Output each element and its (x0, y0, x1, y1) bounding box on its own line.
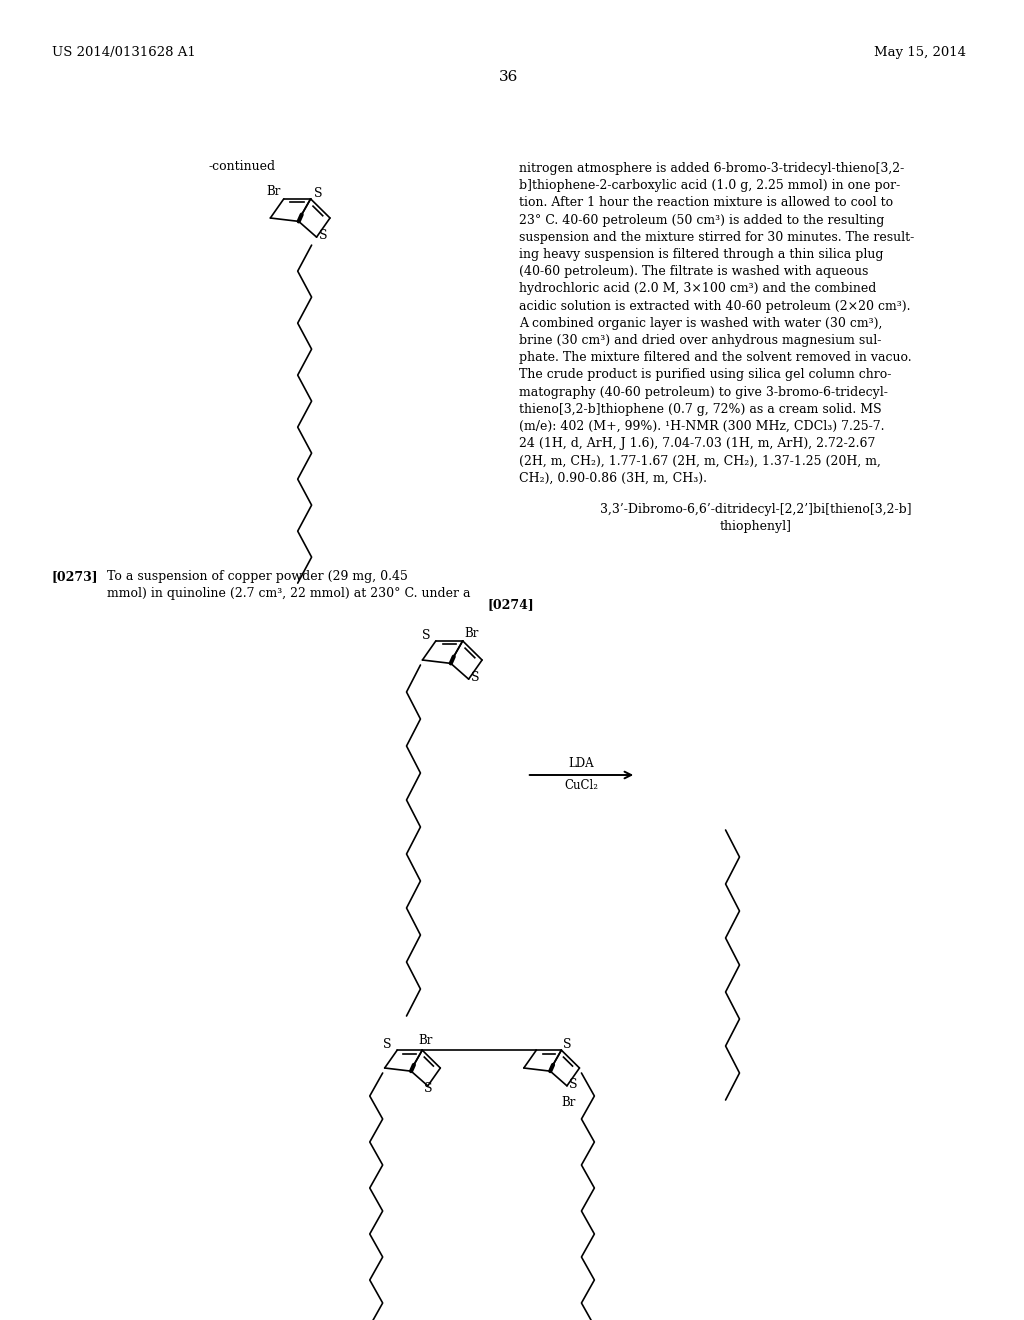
Text: acidic solution is extracted with 40-60 petroleum (2×20 cm³).: acidic solution is extracted with 40-60 … (519, 300, 910, 313)
Text: thiophenyl]: thiophenyl] (720, 520, 792, 533)
Text: Br: Br (266, 185, 281, 198)
Text: Br: Br (465, 627, 479, 640)
Text: Br: Br (418, 1034, 432, 1047)
Text: To a suspension of copper powder (29 mg, 0.45: To a suspension of copper powder (29 mg,… (108, 570, 409, 583)
Text: hydrochloric acid (2.0 M, 3×100 cm³) and the combined: hydrochloric acid (2.0 M, 3×100 cm³) and… (519, 282, 877, 296)
Text: brine (30 cm³) and dried over anhydrous magnesium sul-: brine (30 cm³) and dried over anhydrous … (519, 334, 882, 347)
Text: [0274]: [0274] (487, 598, 534, 611)
Text: 24 (1H, d, ArH, J 1.6), 7.04-7.03 (1H, m, ArH), 2.72-2.67: 24 (1H, d, ArH, J 1.6), 7.04-7.03 (1H, m… (519, 437, 876, 450)
Text: mmol) in quinoline (2.7 cm³, 22 mmol) at 230° C. under a: mmol) in quinoline (2.7 cm³, 22 mmol) at… (108, 587, 471, 601)
Text: 3,3’-Dibromo-6,6’-ditridecyl-[2,2’]bi[thieno[3,2-b]: 3,3’-Dibromo-6,6’-ditridecyl-[2,2’]bi[th… (600, 503, 911, 516)
Text: [0273]: [0273] (51, 570, 98, 583)
Text: A combined organic layer is washed with water (30 cm³),: A combined organic layer is washed with … (519, 317, 883, 330)
Text: phate. The mixture filtered and the solvent removed in vacuo.: phate. The mixture filtered and the solv… (519, 351, 911, 364)
Text: S: S (424, 1082, 432, 1094)
Text: nitrogen atmosphere is added 6-bromo-3-tridecyl-thieno[3,2-: nitrogen atmosphere is added 6-bromo-3-t… (519, 162, 904, 176)
Text: 36: 36 (500, 70, 518, 84)
Text: CuCl₂: CuCl₂ (564, 779, 598, 792)
Text: May 15, 2014: May 15, 2014 (874, 46, 966, 59)
Text: thieno[3,2-b]thiophene (0.7 g, 72%) as a cream solid. MS: thieno[3,2-b]thiophene (0.7 g, 72%) as a… (519, 403, 882, 416)
Text: (m/e): 402 (M+, 99%). ¹H-NMR (300 MHz, CDCl₃) 7.25-7.: (m/e): 402 (M+, 99%). ¹H-NMR (300 MHz, C… (519, 420, 885, 433)
Text: S: S (318, 230, 327, 242)
Text: -continued: -continued (209, 160, 275, 173)
Text: S: S (563, 1038, 571, 1051)
Text: S: S (422, 628, 430, 642)
Text: The crude product is purified using silica gel column chro-: The crude product is purified using sili… (519, 368, 891, 381)
Text: 23° C. 40-60 petroleum (50 cm³) is added to the resulting: 23° C. 40-60 petroleum (50 cm³) is added… (519, 214, 884, 227)
Text: S: S (471, 671, 479, 684)
Text: S: S (313, 187, 323, 199)
Text: S: S (569, 1078, 578, 1090)
Text: b]thiophene-2-carboxylic acid (1.0 g, 2.25 mmol) in one por-: b]thiophene-2-carboxylic acid (1.0 g, 2.… (519, 180, 900, 193)
Text: LDA: LDA (568, 756, 594, 770)
Text: (40-60 petroleum). The filtrate is washed with aqueous: (40-60 petroleum). The filtrate is washe… (519, 265, 868, 279)
Text: (2H, m, CH₂), 1.77-1.67 (2H, m, CH₂), 1.37-1.25 (20H, m,: (2H, m, CH₂), 1.77-1.67 (2H, m, CH₂), 1.… (519, 454, 881, 467)
Text: tion. After 1 hour the reaction mixture is allowed to cool to: tion. After 1 hour the reaction mixture … (519, 197, 893, 210)
Text: suspension and the mixture stirred for 30 minutes. The result-: suspension and the mixture stirred for 3… (519, 231, 914, 244)
Text: ing heavy suspension is filtered through a thin silica plug: ing heavy suspension is filtered through… (519, 248, 884, 261)
Text: US 2014/0131628 A1: US 2014/0131628 A1 (51, 46, 196, 59)
Text: matography (40-60 petroleum) to give 3-bromo-6-tridecyl-: matography (40-60 petroleum) to give 3-b… (519, 385, 888, 399)
Text: Br: Br (561, 1096, 575, 1109)
Text: S: S (383, 1038, 392, 1051)
Text: CH₂), 0.90-0.86 (3H, m, CH₃).: CH₂), 0.90-0.86 (3H, m, CH₃). (519, 471, 707, 484)
